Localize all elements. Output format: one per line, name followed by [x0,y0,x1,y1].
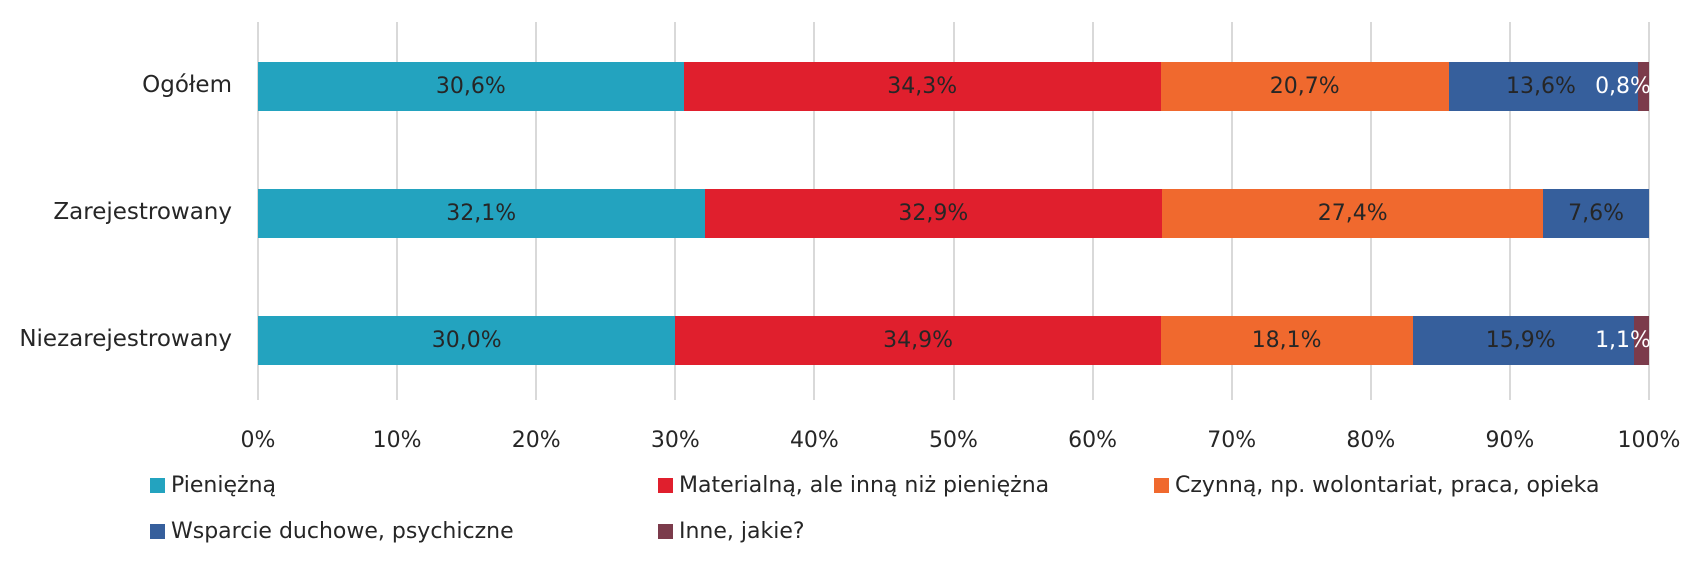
bar-segment: 15,9% [1412,316,1634,365]
x-tick-label: 50% [929,428,978,453]
bar-segment: 13,6% [1448,62,1638,111]
legend-item-czynna: Czynną, np. wolontariat, praca, opieka [1154,473,1599,498]
legend-label: Pieniężną [171,473,276,498]
legend-item-wsparcie: Wsparcie duchowe, psychiczne [150,519,514,544]
legend-swatch [1154,478,1169,493]
x-tick-label: 0% [240,428,276,453]
data-label: 20,7% [1269,74,1340,99]
category-label-zarejestrowany: Zarejestrowany [53,199,232,225]
data-label: 13,6% [1505,74,1576,99]
legend-label: Czynną, np. wolontariat, praca, opieka [1175,473,1600,498]
bar-segment: 20,7% [1160,62,1449,111]
bar-segment: 32,1% [258,189,705,238]
bar-segment: 7,6% [1543,189,1649,238]
x-tick-label: 100% [1617,428,1681,453]
legend-swatch [658,524,673,539]
data-label: 30,0% [431,328,502,353]
data-label: 27,4% [1317,201,1388,226]
legend-label: Inne, jakie? [679,519,805,544]
data-label: 18,1% [1251,328,1322,353]
bar-ogolem: 30,6% 34,3% 20,7% 13,6% 0,8% [258,62,1651,111]
category-label-ogolem: Ogółem [142,72,232,98]
bar-segment: 34,3% [683,62,1161,111]
legend-label: Materialną, ale inną niż pieniężna [679,473,1050,498]
gridline [1648,22,1650,400]
legend-swatch [658,478,673,493]
bar-segment: 1,1% [1595,316,1651,365]
x-tick-label: 10% [372,428,422,453]
data-label: 7,6% [1568,201,1625,226]
bar-zarejestrowany: 32,1% 32,9% 27,4% 7,6% [258,189,1649,238]
x-tick-label: 60% [1068,428,1118,453]
data-label: 15,9% [1485,328,1556,353]
legend-item-materialna: Materialną, ale inną niż pieniężna [658,473,1049,498]
x-tick-label: 20% [511,428,561,453]
bar-segment: 30,6% [258,62,684,111]
data-label: 30,6% [435,74,506,99]
x-tick-label: 80% [1346,428,1396,453]
bar-segment: 27,4% [1162,189,1544,238]
legend-label: Wsparcie duchowe, psychiczne [171,519,514,544]
data-label: 34,3% [887,74,958,99]
data-label: 0,8% [1595,74,1651,99]
x-tick-label: 70% [1207,428,1257,453]
data-label: 34,9% [883,328,953,353]
x-tick-label: 90% [1485,428,1535,453]
legend-item-inne: Inne, jakie? [658,519,805,544]
legend-item-pieniezna: Pieniężną [150,473,276,498]
x-tick-label: 40% [789,428,839,453]
bar-segment: 18,1% [1160,316,1413,365]
category-label-niezarejestrowany: Niezarejestrowany [19,326,232,352]
legend-swatch [150,524,165,539]
bar-segment: 30,0% [258,316,676,365]
data-label: 32,1% [446,201,517,226]
x-tick-label: 30% [650,428,700,453]
legend-swatch [150,478,165,493]
bar-segment: 34,9% [675,316,1161,365]
bar-segment: 32,9% [704,189,1163,238]
bar-segment: 0,8% [1595,62,1651,111]
data-label: 32,9% [898,201,969,226]
bar-niezarejestrowany: 30,0% 34,9% 18,1% 15,9% 1,1% [258,316,1651,365]
data-label: 1,1% [1595,328,1651,353]
